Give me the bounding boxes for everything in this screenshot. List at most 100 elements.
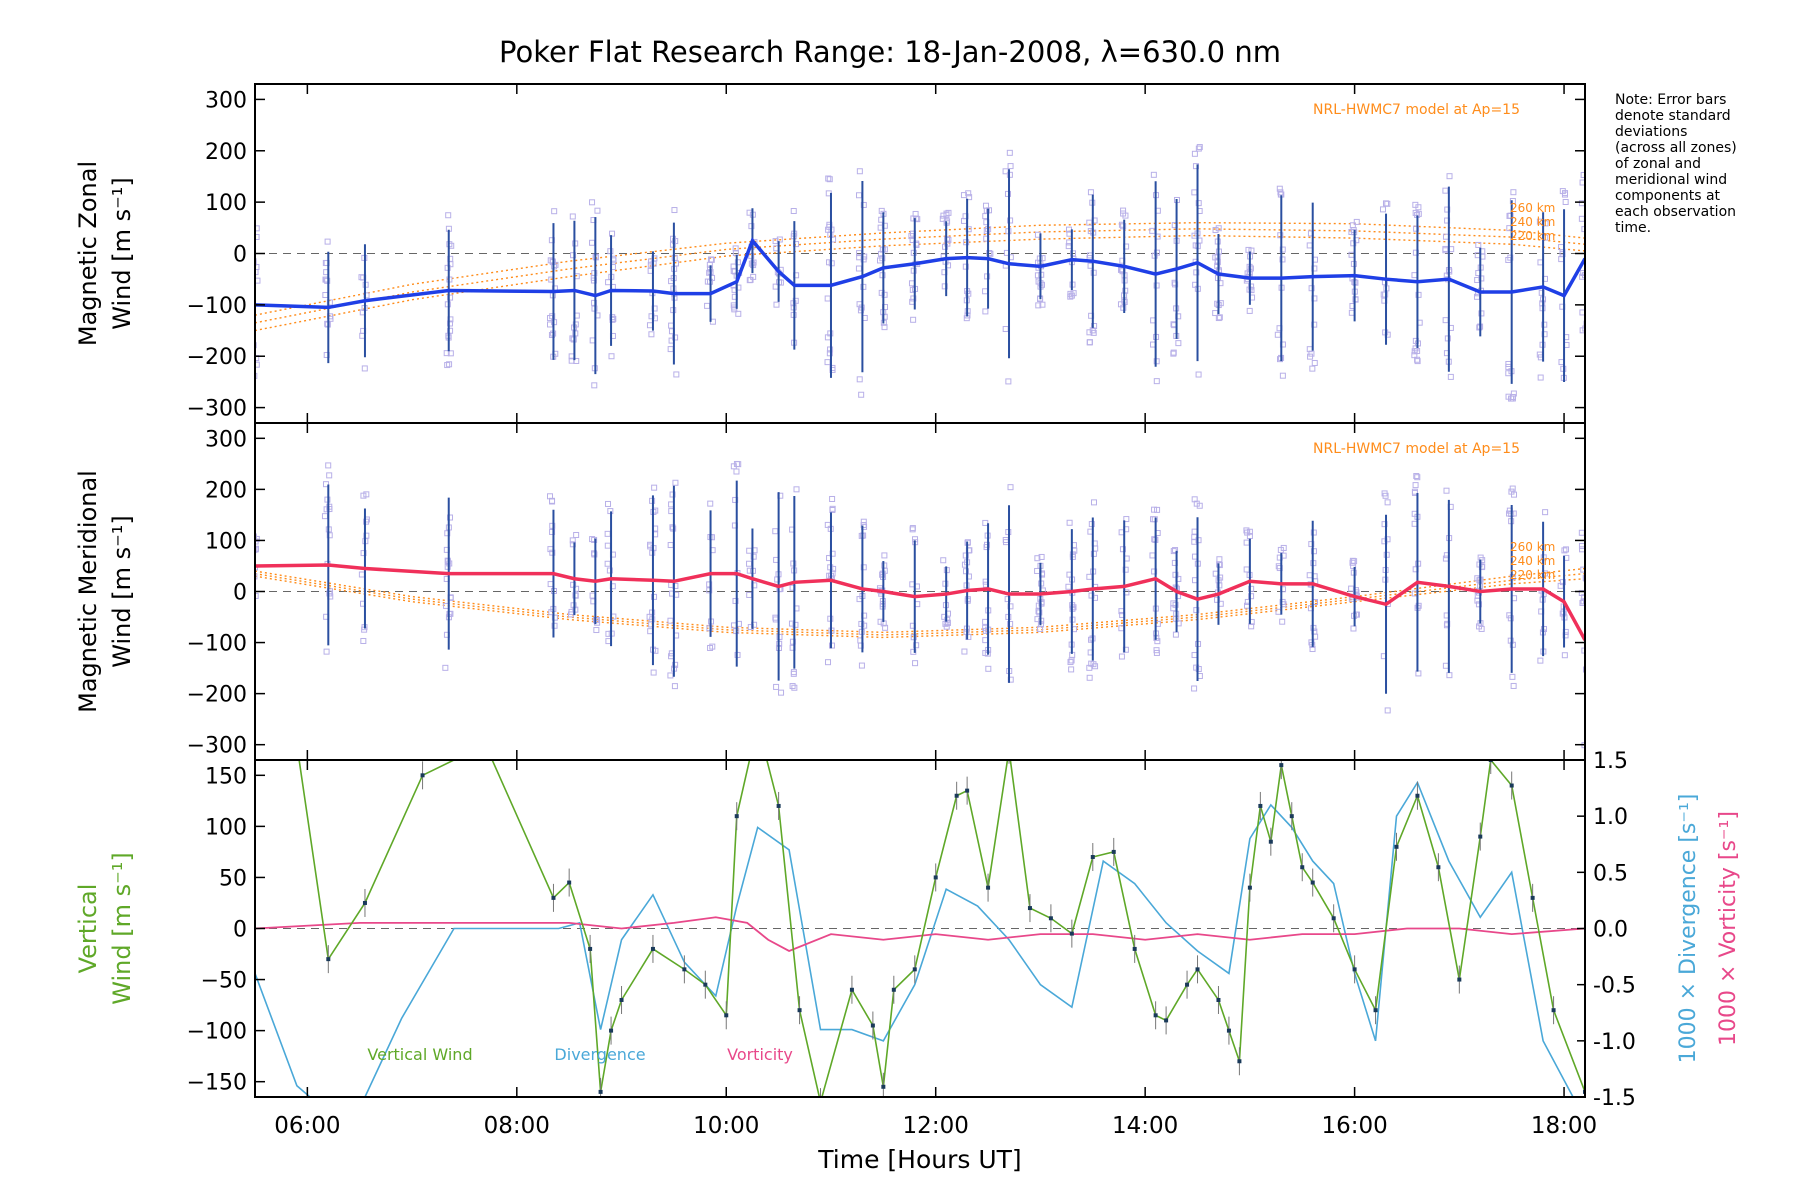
- scatter-point: [1475, 601, 1482, 608]
- scatter-point: [569, 537, 576, 544]
- scatter-point: [570, 252, 577, 259]
- data-point: [881, 1084, 886, 1089]
- data-point: [1394, 844, 1399, 849]
- scatter-point: [1582, 325, 1585, 332]
- scatter-point: [986, 250, 993, 257]
- scatter-point: [1195, 200, 1202, 207]
- note-line: time.: [1615, 220, 1651, 236]
- scatter-point: [1034, 555, 1041, 562]
- scatter-point: [1348, 585, 1355, 592]
- y-axis-label: Magnetic Zonal Wind [m s⁻¹]: [74, 161, 136, 346]
- scatter-point: [444, 362, 451, 369]
- note-line: components at: [1615, 188, 1721, 204]
- scatter-point: [589, 592, 596, 599]
- scatter-point: [1311, 359, 1318, 366]
- scatter-point: [1446, 672, 1453, 679]
- scatter-point: [572, 321, 579, 328]
- note-line: deviations: [1615, 124, 1687, 140]
- scatter-point: [1478, 310, 1485, 317]
- scatter-point: [648, 331, 655, 338]
- scatter-point: [1310, 529, 1317, 536]
- scatter-point: [1196, 502, 1203, 509]
- scatter-point: [255, 361, 260, 368]
- scatter-point: [360, 637, 367, 644]
- scatter-point: [1068, 666, 1075, 673]
- scatter-point: [910, 316, 917, 323]
- scatter-point: [604, 560, 611, 567]
- note-line: meridional wind: [1615, 172, 1727, 188]
- scatter-point: [672, 238, 679, 245]
- y-tick-label: −100: [187, 294, 247, 319]
- scatter-point: [856, 168, 863, 175]
- y-axis-label-left: Vertical Wind [m s⁻¹]: [74, 852, 136, 1004]
- data-point: [1352, 967, 1357, 972]
- scatter-point: [255, 225, 260, 232]
- x-tick-label: 16:00: [1321, 1113, 1387, 1139]
- note-line: Note: Error bars: [1615, 92, 1726, 108]
- y-tick-label: −150: [187, 1071, 247, 1096]
- scatter-point: [1007, 484, 1014, 491]
- data-point: [776, 803, 781, 808]
- model-alt-label: 220 km: [1510, 568, 1555, 582]
- data-point: [1258, 803, 1263, 808]
- scatter-point: [1508, 395, 1515, 402]
- scatter-point: [1276, 185, 1283, 192]
- y-tick-label: 150: [205, 764, 247, 789]
- scatter-point: [1442, 317, 1449, 324]
- data-point: [420, 773, 425, 778]
- scatter-point: [255, 535, 260, 542]
- scatter-point: [1245, 246, 1252, 253]
- scatter-point: [1007, 217, 1014, 224]
- scatter-point: [551, 622, 558, 629]
- chart-title: Poker Flat Research Range: 18-Jan-2008, …: [499, 35, 1281, 69]
- scatter-point: [1195, 145, 1202, 152]
- note-line: of zonal and: [1615, 156, 1701, 172]
- scatter-point: [1510, 682, 1517, 689]
- y-axis-label-right-vorticity: 1000 × Vorticity [s⁻¹]: [1716, 811, 1741, 1046]
- y-axis-label-right-divergence: 1000 × Divergence [s⁻¹]: [1676, 794, 1701, 1064]
- scatter-point: [982, 308, 989, 315]
- scatter-point: [1510, 189, 1517, 196]
- x-tick-label: 08:00: [484, 1113, 550, 1139]
- scatter-point: [913, 240, 920, 247]
- y-tick-right-label: 0.5: [1593, 861, 1628, 886]
- scatter-point: [1309, 365, 1316, 372]
- scatter-point: [855, 265, 862, 272]
- scatter-point: [1193, 607, 1200, 614]
- model-alt-label: 260 km: [1510, 540, 1555, 554]
- scatter-point: [1244, 529, 1251, 536]
- scatter-point: [792, 621, 799, 628]
- scatter-point: [908, 280, 915, 287]
- scatter-point: [1172, 547, 1179, 554]
- scatter-point: [604, 530, 611, 537]
- scatter-point: [879, 255, 886, 262]
- scatter-point: [1195, 371, 1202, 378]
- scatter-point: [881, 313, 888, 320]
- scatter-point: [910, 648, 917, 655]
- data-point: [965, 788, 970, 793]
- scatter-point: [1580, 269, 1585, 276]
- scatter-point: [1537, 374, 1544, 381]
- scatter-point: [326, 532, 333, 539]
- scatter-point: [1442, 247, 1449, 254]
- scatter-point: [1151, 506, 1158, 513]
- data-point: [1069, 931, 1074, 936]
- scatter-point: [793, 486, 800, 493]
- model-alt-label: 260 km: [1510, 201, 1555, 215]
- data-point: [756, 722, 760, 726]
- scatter-point: [447, 327, 454, 334]
- scatter-point: [829, 364, 836, 371]
- scatter-point: [1118, 625, 1125, 632]
- scatter-point: [551, 614, 558, 621]
- scatter-point: [1215, 315, 1222, 322]
- scatter-point: [1175, 340, 1182, 347]
- scatter-point: [860, 201, 867, 208]
- scatter-point: [547, 581, 554, 588]
- scatter-point: [1086, 674, 1093, 681]
- plot-area: [255, 722, 1585, 1097]
- scatter-point: [249, 547, 254, 552]
- scatter-point: [1087, 189, 1094, 196]
- scatter-point: [1068, 292, 1075, 299]
- scatter-point: [1066, 519, 1073, 526]
